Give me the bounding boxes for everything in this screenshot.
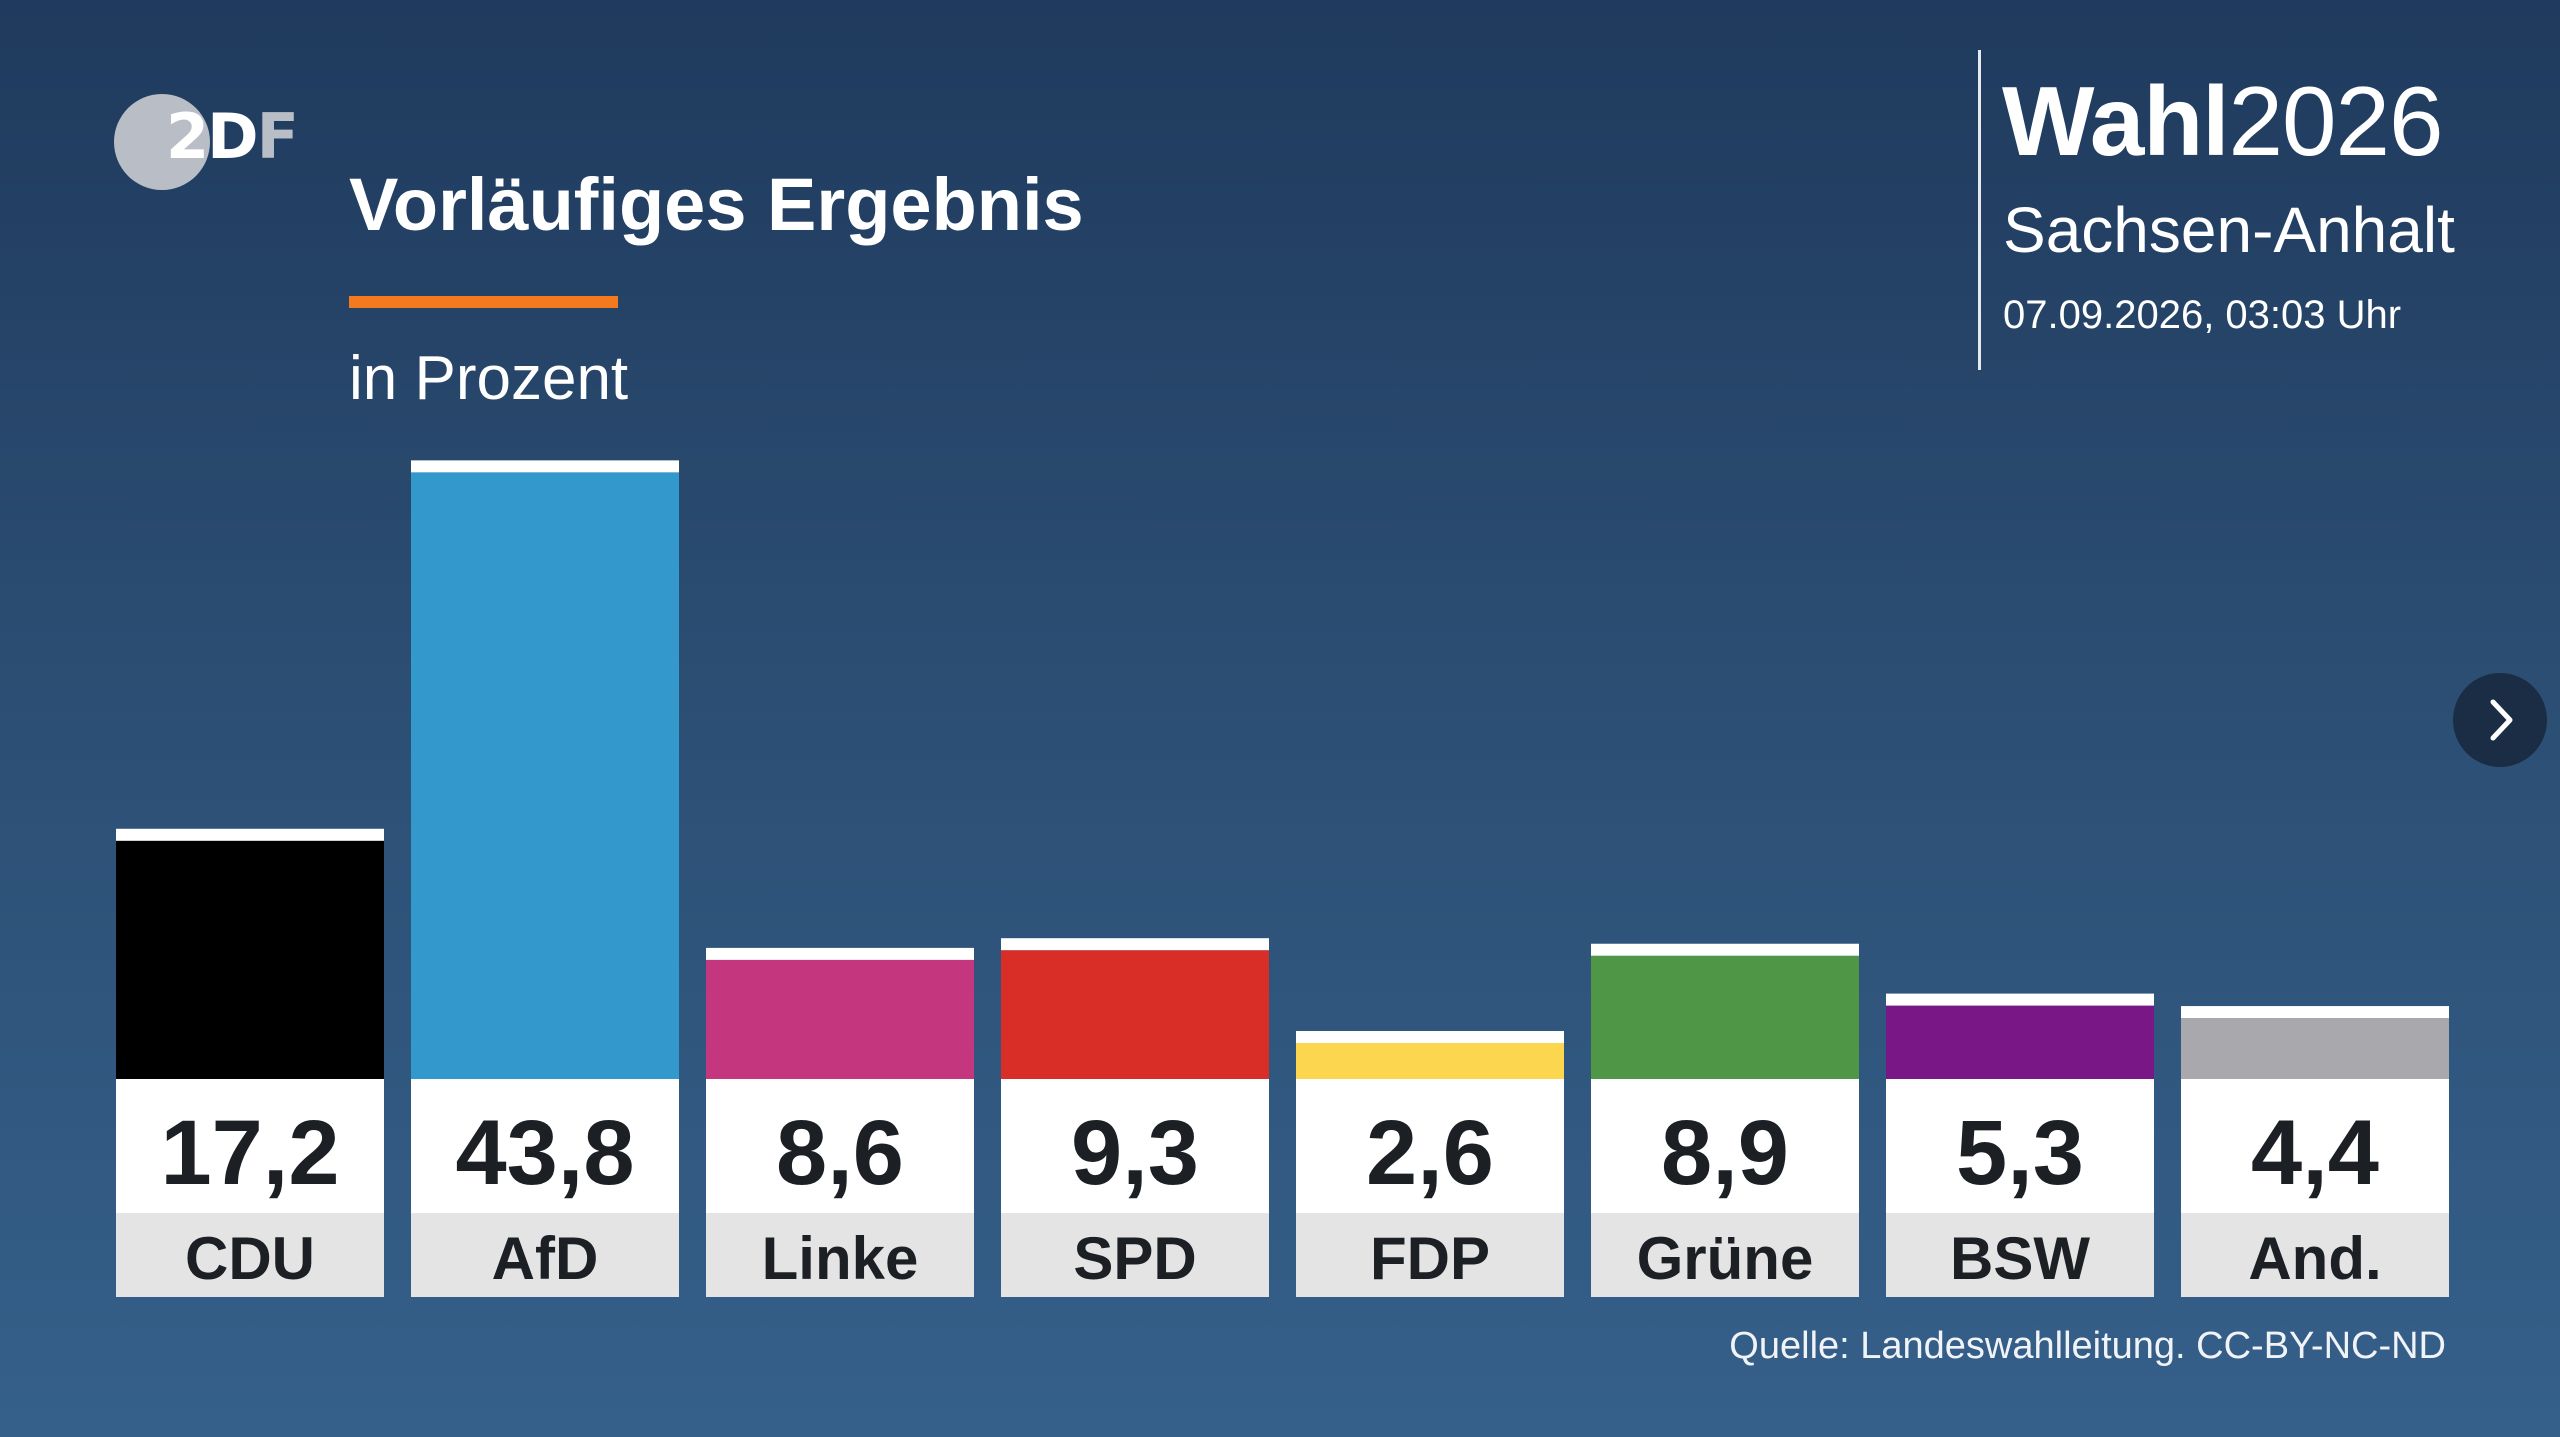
title-accent-line	[349, 296, 618, 308]
bar-bsw	[1886, 1005, 2154, 1079]
value-box-cdu	[116, 1079, 384, 1213]
bar-cap-afd	[411, 460, 679, 473]
zdf-logo-circle	[114, 94, 210, 190]
bar-linke	[706, 959, 974, 1079]
category-label-linke: Linke	[762, 1225, 919, 1292]
category-box-and	[2181, 1213, 2449, 1297]
data-label-afd: 43,8	[455, 1102, 634, 1204]
value-box-bsw	[1886, 1079, 2154, 1213]
election-region: Sachsen-Anhalt	[2003, 194, 2455, 266]
data-label-grüne: 8,9	[1661, 1102, 1789, 1204]
value-box-and	[2181, 1079, 2449, 1213]
bar-cdu	[116, 840, 384, 1079]
data-label-linke: 8,6	[776, 1102, 904, 1204]
category-box-cdu	[116, 1213, 384, 1297]
next-slide-button[interactable]	[2453, 673, 2547, 767]
bar-cap-cdu	[116, 828, 384, 841]
category-label-spd: SPD	[1073, 1225, 1196, 1292]
bar-cap-grüne	[1591, 943, 1859, 956]
value-box-linke	[706, 1079, 974, 1213]
category-label-afd: AfD	[492, 1225, 599, 1292]
bar-cap-and	[2181, 1006, 2449, 1019]
data-label-fdp: 2,6	[1366, 1102, 1494, 1204]
category-box-fdp	[1296, 1213, 1564, 1297]
category-box-spd	[1001, 1213, 1269, 1297]
category-label-grüne: Grüne	[1637, 1225, 1814, 1292]
result-timestamp: 07.09.2026, 03:03 Uhr	[2003, 293, 2402, 337]
value-box-spd	[1001, 1079, 1269, 1213]
data-label-bsw: 5,3	[1956, 1102, 2084, 1204]
bar-cap-bsw	[1886, 993, 2154, 1006]
value-box-grüne	[1591, 1079, 1859, 1213]
bar-afd	[411, 472, 679, 1079]
bar-grüne	[1591, 955, 1859, 1079]
chart-title: Vorläufiges Ergebnis	[349, 163, 1084, 246]
category-label-and: And.	[2248, 1225, 2381, 1292]
value-box-fdp	[1296, 1079, 1564, 1213]
chart-subtitle: in Prozent	[349, 344, 629, 413]
brand-year: 2026	[2228, 66, 2443, 176]
data-label-spd: 9,3	[1071, 1102, 1199, 1204]
zdf-logo-text: 2DF	[166, 100, 299, 173]
category-box-bsw	[1886, 1213, 2154, 1297]
data-label-cdu: 17,2	[160, 1102, 339, 1204]
category-box-afd	[411, 1213, 679, 1297]
bar-and	[2181, 1018, 2449, 1079]
source-note: Quelle: Landeswahlleitung. CC-BY-NC-ND	[1729, 1325, 2446, 1367]
bar-cap-spd	[1001, 938, 1269, 951]
bar-cap-fdp	[1296, 1030, 1564, 1043]
zdf-logo: 2DF	[114, 92, 299, 192]
election-brand: Wahl2026	[2002, 72, 2443, 170]
value-box-afd	[411, 1079, 679, 1213]
chevron-right-icon	[2490, 699, 2513, 741]
brand-bold: Wahl	[2002, 66, 2229, 176]
category-label-cdu: CDU	[185, 1225, 315, 1292]
category-label-bsw: BSW	[1950, 1225, 2090, 1292]
header-divider	[1978, 50, 1981, 370]
bar-cap-linke	[706, 947, 974, 960]
category-label-fdp: FDP	[1370, 1225, 1490, 1292]
category-box-grüne	[1591, 1213, 1859, 1297]
category-box-linke	[706, 1213, 974, 1297]
data-label-and: 4,4	[2251, 1102, 2379, 1204]
bar-fdp	[1296, 1042, 1564, 1079]
bar-spd	[1001, 950, 1269, 1079]
